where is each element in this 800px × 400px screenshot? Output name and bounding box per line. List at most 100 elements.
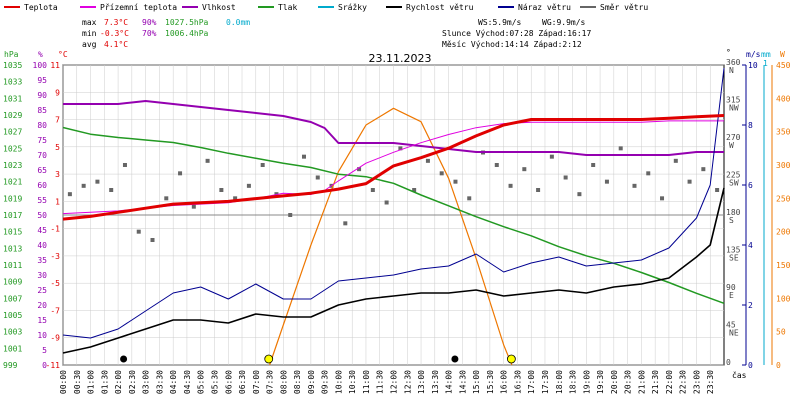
wind-direction-point: [398, 146, 403, 151]
wind-direction-point: [577, 192, 582, 197]
hpa-tick-label: 1003: [3, 328, 22, 337]
info-ws: WS:5.9m/s: [478, 18, 522, 27]
wind-direction-point: [136, 229, 141, 234]
wind-direction-point: [646, 171, 651, 176]
x-tick-label: 00:30: [73, 370, 82, 394]
wind-direction-point: [81, 183, 86, 188]
dir-compass-label: NW: [729, 104, 739, 113]
dir-tick-label: 180: [726, 208, 741, 217]
x-tick-label: 15:30: [486, 370, 495, 394]
legend-label-srazky: Srážky: [338, 3, 367, 12]
stats-block: max 7.3°C 90% 1027.5hPa 0.0mm min -0.3°C…: [82, 18, 250, 49]
x-tick-label: 02:30: [128, 370, 137, 394]
pct-tick-label: 90: [37, 91, 47, 100]
x-tick-label: 11:30: [376, 370, 385, 394]
wind-direction-point: [660, 196, 665, 201]
x-tick-label: 04:30: [183, 370, 192, 394]
dir-compass-label: W: [729, 141, 734, 150]
wind-direction-point: [425, 158, 430, 163]
x-tick-label: 01:00: [87, 370, 96, 394]
wind-direction-point: [453, 179, 458, 184]
x-tick-label: 05:30: [210, 370, 219, 394]
ms-unit: m/s: [746, 50, 761, 59]
x-tick-label: 03:00: [142, 370, 151, 394]
x-tick-label: 14:00: [445, 370, 454, 394]
sunset-marker: [506, 354, 516, 364]
grid: [62, 64, 725, 366]
w-tick-label: 100: [776, 294, 791, 303]
wind-direction-point: [618, 146, 623, 151]
wind-direction-point: [260, 163, 265, 167]
w-tick-label: 50: [776, 328, 786, 337]
series-line-vlhkost: [63, 100, 724, 156]
legend-label-tlak: Tlak: [278, 3, 297, 12]
deg-tick-label: -7: [50, 306, 60, 315]
stats-min-label: min: [82, 29, 97, 38]
x-tick-label: 17:00: [527, 370, 536, 394]
x-tick-label: 15:00: [472, 370, 481, 394]
wind-direction-point: [315, 175, 320, 180]
stats-min-hum: 70%: [142, 29, 157, 38]
x-tick-label: 16:30: [513, 370, 522, 394]
w-tick-label: 300: [776, 161, 791, 170]
wind-direction-point: [370, 188, 375, 192]
deg-tick-label: 7: [55, 116, 60, 125]
ms-tick-label: 10: [748, 61, 758, 70]
hpa-tick-label: 1023: [3, 161, 22, 170]
pct-tick-label: 60: [37, 181, 47, 190]
series-line-rychlost-v-tru: [62, 187, 725, 354]
stats-max-hum: 90%: [142, 18, 157, 27]
info-wg: WG:9.9m/s: [542, 18, 586, 27]
x-tick-label: 11:00: [362, 370, 371, 394]
x-tick-label: 13:00: [417, 370, 426, 394]
w-tick-label: 150: [776, 261, 791, 270]
deg-unit: °C: [58, 50, 68, 59]
x-tick-label: 03:30: [155, 370, 164, 394]
deg-tick-label: -9: [50, 334, 60, 343]
w-unit: W: [780, 50, 785, 59]
deg-tick-label: -1: [50, 225, 60, 234]
hpa-tick-label: 1011: [3, 261, 22, 270]
x-tick-label: 01:30: [100, 370, 109, 394]
wind-direction-point: [67, 192, 72, 197]
dir-compass-label: S: [729, 216, 734, 225]
ms-tick-label: 0: [748, 361, 753, 370]
wind-direction-point: [205, 158, 210, 163]
legend-label-smer: Směr větru: [600, 3, 648, 12]
deg-tick-label: 5: [55, 143, 60, 152]
x-tick-label: 02:00: [114, 370, 123, 394]
wind-direction-point: [563, 175, 568, 180]
pct-tick-label: 40: [37, 241, 47, 250]
pct-tick-label: 15: [37, 316, 47, 325]
ms-tick-label: 6: [748, 181, 753, 190]
stats-min-temp: -0.3°C: [100, 29, 129, 38]
wind-direction-point: [715, 188, 720, 192]
dir-tick-label: 0: [726, 358, 731, 367]
x-tick-label: 20:00: [610, 370, 619, 394]
series-line-n-raz-v-tru: [62, 67, 725, 339]
wind-direction-point: [150, 238, 155, 242]
x-tick-label: 18:00: [555, 370, 564, 394]
stats-min-press: 1006.4hPa: [165, 29, 209, 38]
dir-tick-label: 360: [726, 58, 741, 67]
dir-tick-label: 270: [726, 133, 741, 142]
pct-tick-label: 100: [33, 61, 48, 70]
deg-tick-label: 11: [50, 61, 60, 70]
hpa-tick-label: 1015: [3, 228, 22, 237]
x-tick-label: 22:00: [665, 370, 674, 394]
wind-direction-point: [591, 163, 596, 167]
dir-compass-label: E: [729, 291, 734, 300]
x-tick-label: 19:00: [582, 370, 591, 394]
dir-tick-label: 45: [726, 321, 736, 330]
x-tick-label: 08:30: [293, 370, 302, 394]
pct-tick-label: 35: [37, 256, 47, 265]
hpa-tick-label: 1035: [3, 61, 22, 70]
series-layer: [62, 67, 725, 366]
legend-label-vlhkost: Vlhkost: [202, 3, 236, 12]
x-tick-label: 23:30: [706, 370, 715, 394]
wind-direction-point: [522, 167, 527, 172]
pct-tick-label: 75: [37, 136, 47, 145]
wind-direction-point: [632, 183, 637, 188]
wind-direction-point: [687, 179, 692, 184]
wind-direction-point: [164, 196, 169, 201]
